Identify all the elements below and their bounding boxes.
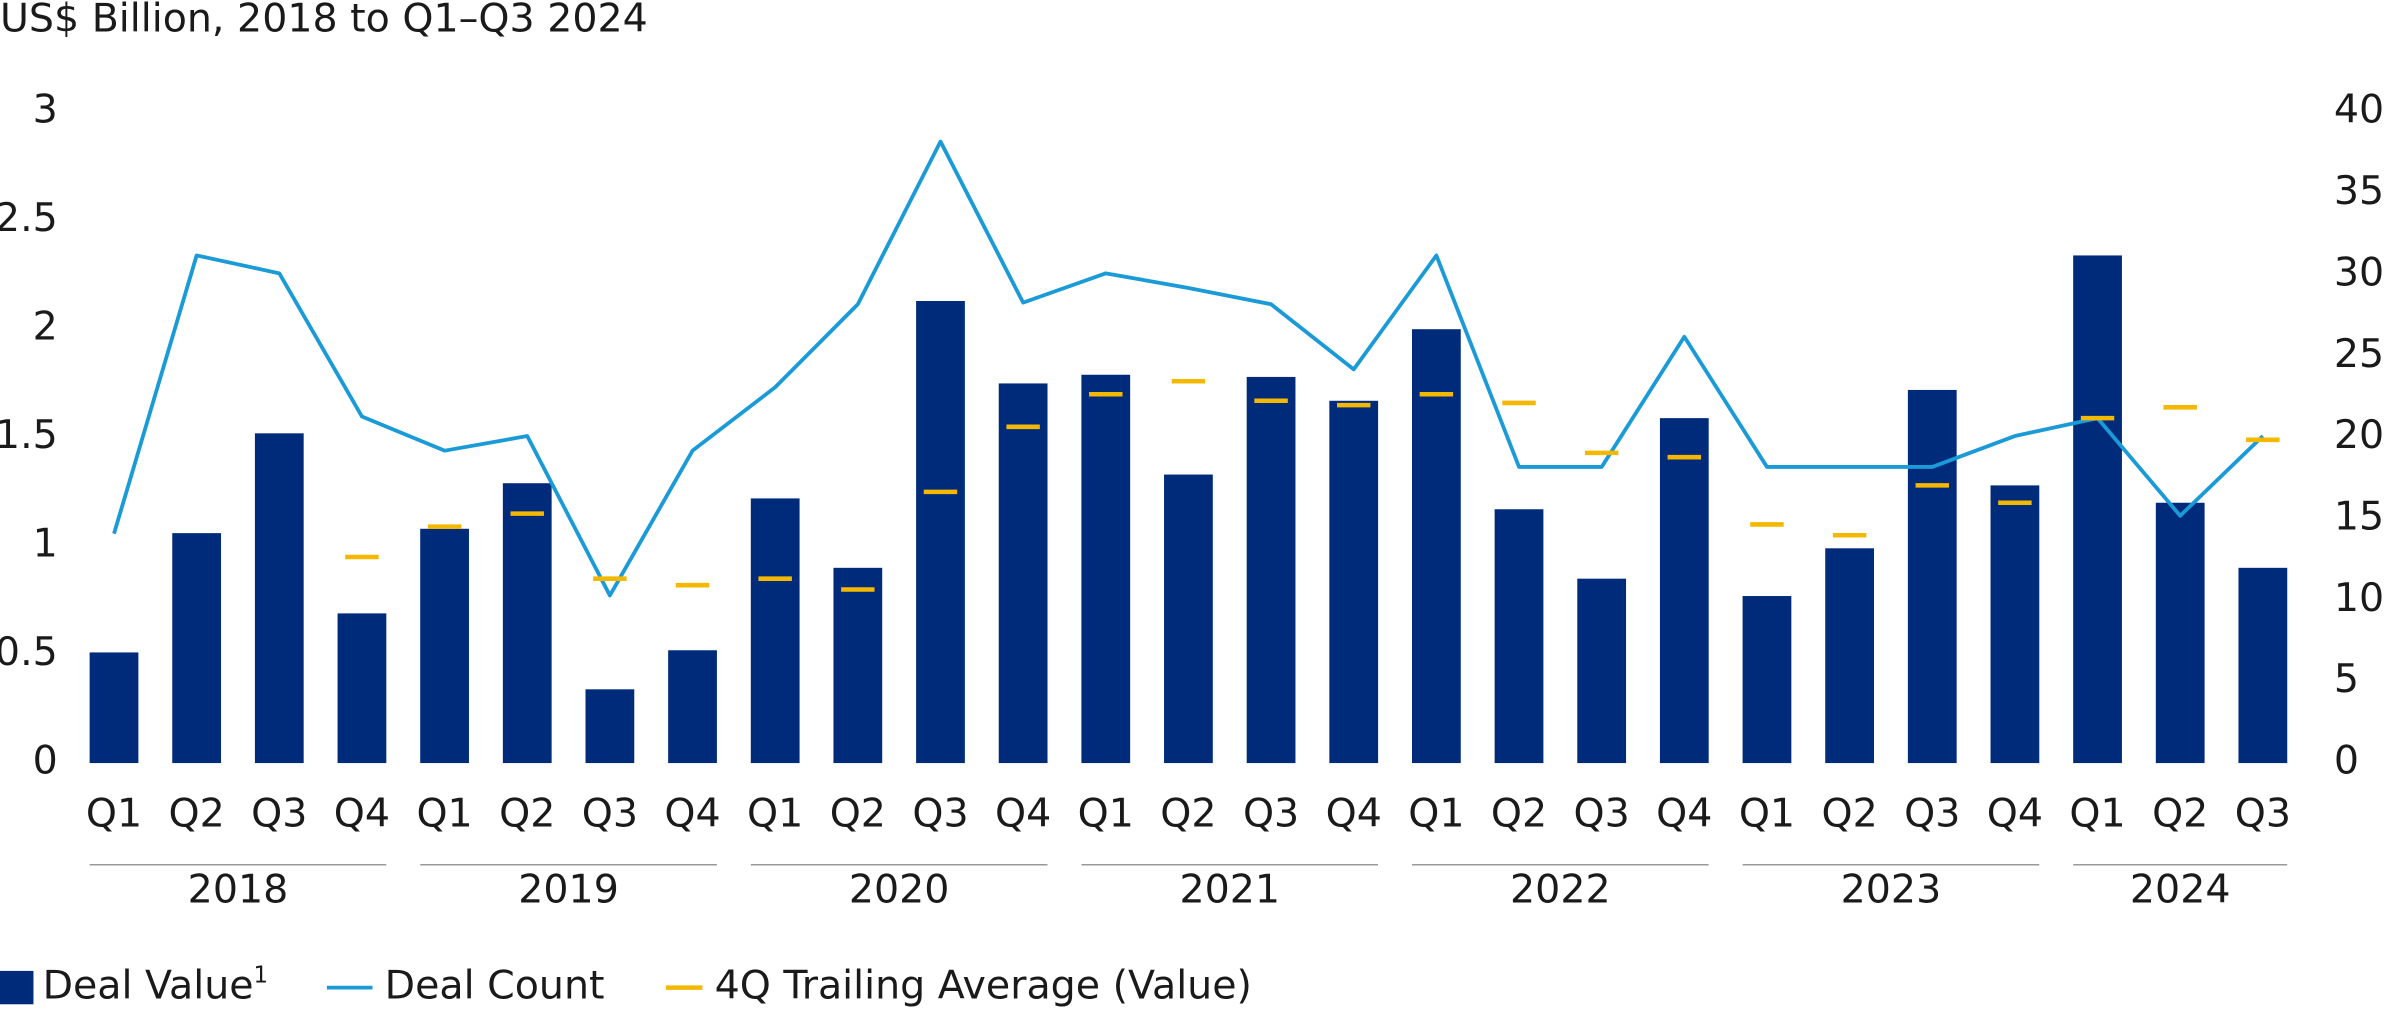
bar — [668, 650, 717, 764]
legend-label: 4Q Trailing Average (Value) — [715, 962, 1252, 1008]
x-tick-label: Q4 — [1326, 791, 1382, 837]
x-tick-label: Q2 — [169, 791, 225, 837]
bar — [1494, 509, 1544, 764]
legend-label: Deal Value1 — [43, 962, 268, 1008]
legend-footnote: 1 — [254, 962, 269, 988]
bar — [1329, 400, 1379, 764]
bar — [1907, 389, 1957, 764]
legend-label: Deal Count — [385, 962, 605, 1008]
group-label: 2018 — [188, 867, 289, 913]
x-tick-label: Q3 — [582, 791, 638, 837]
bar — [1825, 548, 1874, 764]
x-tick-label: Q1 — [1408, 791, 1464, 837]
legend-text: Deal Count — [385, 962, 605, 1008]
bar — [998, 383, 1048, 764]
bar — [89, 652, 139, 764]
y2-tick-label: 35 — [2334, 168, 2384, 214]
x-tick-label: Q2 — [499, 791, 555, 837]
x-tick-label: Q3 — [912, 791, 968, 837]
x-tick-label: Q2 — [1491, 791, 1547, 837]
x-tick-label: Q4 — [995, 791, 1051, 837]
y-tick-label: 0 — [33, 738, 58, 784]
x-tick-label: Q1 — [1078, 791, 1134, 837]
y2-tick-label: 10 — [2334, 575, 2384, 621]
x-tick-label: Q2 — [830, 791, 886, 837]
bar — [1081, 374, 1131, 764]
x-tick-label: Q3 — [1574, 791, 1630, 837]
y2-tick-label: 15 — [2334, 494, 2384, 540]
bar — [1577, 578, 1627, 764]
bar — [420, 528, 469, 764]
group-label: 2023 — [1841, 867, 1942, 913]
y-tick-label: 0.5 — [0, 629, 58, 675]
x-tick-label: Q1 — [86, 791, 142, 837]
group-label: 2024 — [2130, 867, 2231, 913]
y-tick-label: 1 — [33, 521, 58, 567]
x-tick-label: Q1 — [2069, 791, 2125, 837]
bar — [916, 300, 965, 764]
x-tick-label: Q4 — [1987, 791, 2043, 837]
y2-tick-label: 30 — [2334, 249, 2384, 295]
bar — [1411, 329, 1461, 764]
bar — [502, 483, 552, 764]
y2-tick-label: 0 — [2334, 738, 2359, 784]
legend-text: 4Q Trailing Average (Value) — [715, 962, 1252, 1008]
x-tick-label: Q3 — [1243, 791, 1299, 837]
x-tick-label: Q3 — [2235, 791, 2291, 837]
bar — [2073, 255, 2122, 764]
x-tick-label: Q3 — [251, 791, 307, 837]
y-tick-label: 2 — [33, 304, 58, 350]
bar — [1990, 485, 2040, 764]
y-tick-label: 3 — [33, 87, 58, 133]
bar — [2155, 502, 2205, 764]
bar — [833, 567, 883, 764]
x-tick-label: Q1 — [747, 791, 803, 837]
group-label: 2019 — [518, 867, 619, 913]
bar — [2238, 567, 2288, 764]
line — [112, 139, 2265, 598]
bar — [1742, 596, 1792, 764]
bar — [750, 498, 800, 764]
bar — [1659, 418, 1709, 764]
y2-tick-label: 5 — [2334, 656, 2359, 702]
y-tick-label: 2.5 — [0, 195, 58, 241]
group-label: 2021 — [1179, 867, 1280, 913]
legend-text: Deal Value — [43, 962, 254, 1008]
x-tick-label: Q1 — [1739, 791, 1795, 837]
bar — [1246, 376, 1296, 764]
bar — [1164, 474, 1213, 764]
x-tick-label: Q4 — [1656, 791, 1712, 837]
y2-tick-label: 40 — [2334, 87, 2384, 133]
y-tick-label: 1.5 — [0, 412, 58, 458]
y2-tick-label: 20 — [2334, 412, 2384, 458]
x-tick-label: Q4 — [334, 791, 390, 837]
bar — [254, 433, 304, 764]
bar — [585, 689, 635, 764]
legend-swatch — [0, 970, 34, 1005]
x-tick-label: Q2 — [1821, 791, 1877, 837]
group-label: 2022 — [1510, 867, 1611, 913]
x-tick-label: Q2 — [2152, 791, 2208, 837]
y2-tick-label: 25 — [2334, 331, 2384, 377]
x-tick-label: Q2 — [1160, 791, 1216, 837]
bar — [337, 613, 387, 764]
group-label: 2020 — [849, 867, 950, 913]
x-tick-label: Q4 — [664, 791, 720, 837]
chart-title: US$ Billion, 2018 to Q1–Q3 2024 — [0, 0, 648, 42]
x-tick-label: Q1 — [416, 791, 472, 837]
bar — [172, 533, 222, 764]
x-tick-label: Q3 — [1904, 791, 1960, 837]
